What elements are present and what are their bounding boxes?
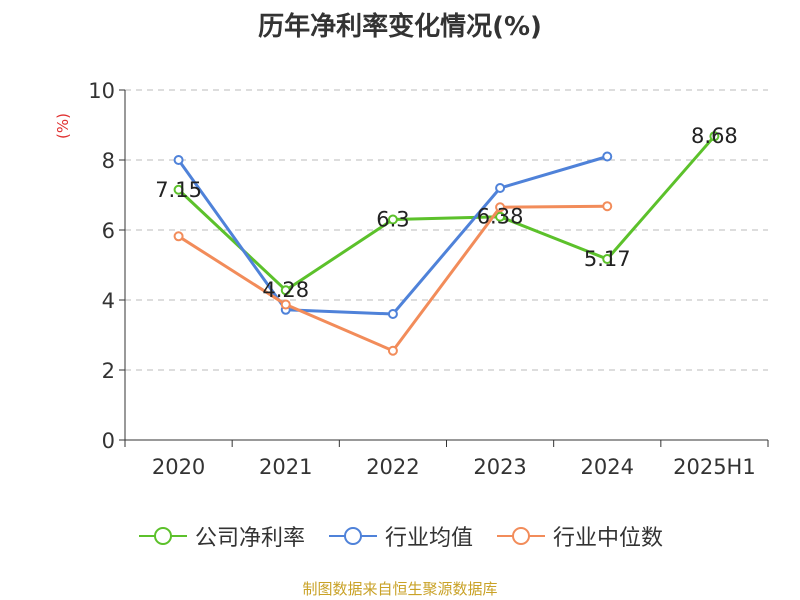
data-label: 5.17	[584, 247, 631, 271]
data-point	[280, 285, 291, 296]
data-point	[387, 309, 398, 319]
data-label: 6.38	[477, 205, 524, 229]
legend-circle	[343, 527, 362, 545]
data-label: 7.15	[155, 178, 202, 202]
y-tick-label: 2	[102, 359, 115, 383]
legend-circle	[512, 527, 530, 545]
data-point	[709, 131, 720, 142]
y-tick-label: 4	[102, 289, 115, 313]
legend-label: 公司净利率	[194, 526, 305, 551]
data-labels: 7.15 4.28 6.3 6.38 5.17 8.68	[155, 124, 738, 302]
x-tick-label: 2023	[473, 455, 526, 479]
legend-marker-icon	[497, 527, 545, 545]
x-tick-label: 2021	[259, 455, 312, 479]
series-lines	[173, 131, 720, 356]
data-point	[495, 202, 506, 213]
axes: 0 2 4 6 8 10 2020 2021 2022 2023 2024 2025H1	[88, 79, 769, 479]
x-tick-label: 2024	[581, 455, 634, 479]
data-label: 4.28	[262, 278, 309, 302]
data-point	[387, 214, 398, 225]
legend-item[interactable]: 公司净利率	[137, 520, 305, 552]
data-label: 6.3	[376, 208, 409, 232]
legend-item[interactable]: 行业均值	[327, 520, 473, 552]
legend-item[interactable]: 行业中位数	[495, 520, 663, 552]
series-line	[177, 135, 716, 292]
y-axis-unit-label: (%)	[54, 113, 72, 139]
data-point	[173, 184, 184, 195]
data-point	[602, 151, 613, 162]
legend-marker-icon	[328, 527, 377, 545]
data-point	[173, 231, 184, 242]
legend-circle	[153, 527, 172, 545]
y-tick-label: 6	[102, 219, 115, 243]
chart-title: 历年净利率变化情况(%)	[258, 12, 542, 42]
legend: 公司净利率 行业均值 行业中位数	[0, 520, 800, 552]
data-point	[387, 345, 398, 356]
data-point	[280, 299, 291, 310]
x-tick-label: 2022	[366, 455, 419, 479]
x-tick-label: 2025H1	[673, 455, 756, 479]
legend-label: 行业中位数	[553, 526, 664, 551]
data-point	[602, 254, 613, 265]
x-tick-label: 2020	[152, 455, 205, 479]
y-tick-label: 0	[102, 429, 115, 453]
y-tick-label: 8	[102, 149, 115, 173]
legend-marker-icon	[138, 527, 187, 545]
data-point	[602, 201, 613, 212]
data-point	[495, 211, 506, 222]
source-note: 制图数据来自恒生聚源数据库	[302, 580, 498, 598]
data-label: 8.68	[691, 124, 738, 148]
gridlines	[125, 89, 768, 371]
y-tick-label: 10	[88, 79, 115, 103]
data-point	[495, 183, 506, 193]
data-point	[173, 155, 184, 165]
legend-label: 行业均值	[384, 526, 473, 551]
